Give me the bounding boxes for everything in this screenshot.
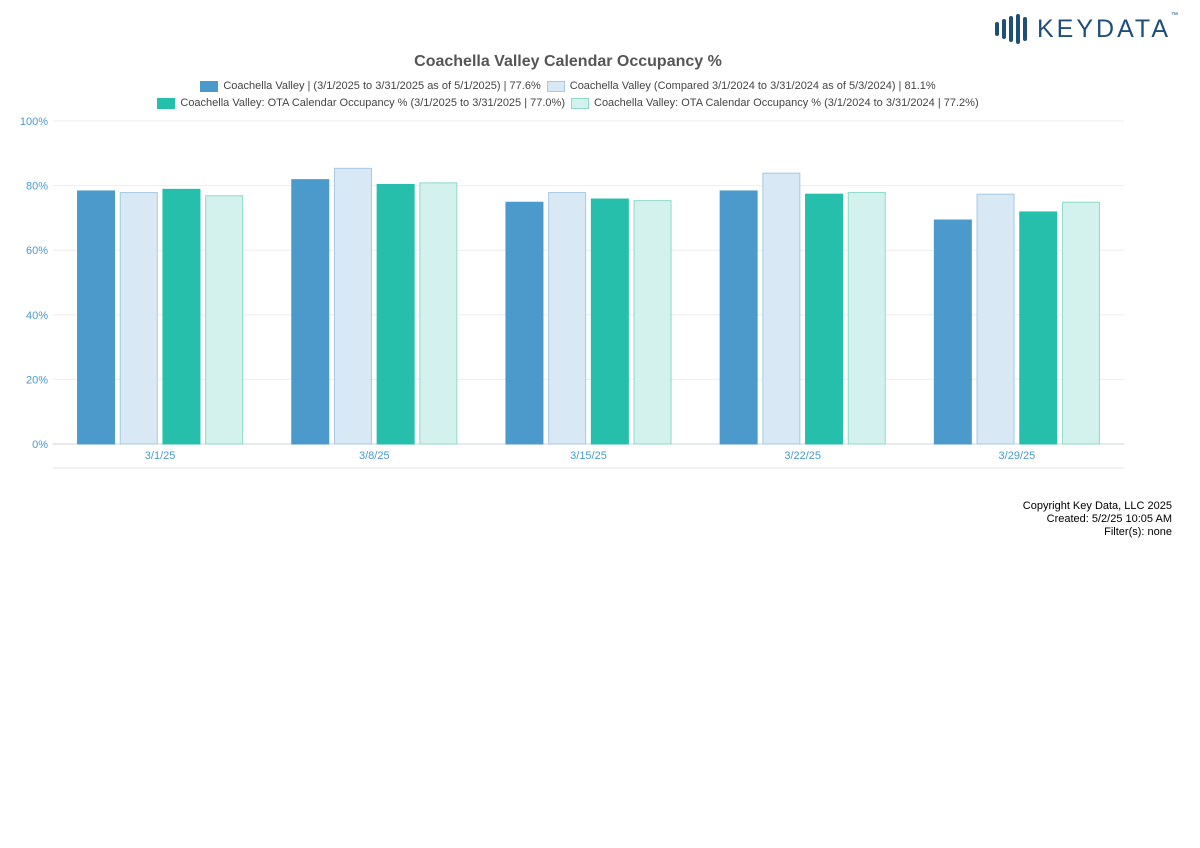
bar-4-3/15/25	[633, 200, 672, 445]
bar-1-3/8/25	[291, 179, 330, 445]
copyright-text: Copyright Key Data, LLC 2025	[1022, 500, 1172, 512]
legend-label-series-2: Coachella Valley (Compared 3/1/2024 to 3…	[569, 80, 936, 92]
bar-1-3/15/25	[505, 201, 544, 445]
legend-swatch-series-3	[157, 97, 176, 109]
chart-title: Coachella Valley Calendar Occupancy %	[414, 53, 722, 70]
bar-2-3/22/25	[762, 172, 801, 445]
legend-item-series-2[interactable]: Coachella Valley (Compared 3/1/2024 to 3…	[546, 80, 936, 92]
legend-label-series-1: Coachella Valley | (3/1/2025 to 3/31/202…	[223, 80, 541, 92]
filters-text: Filter(s): none	[1104, 526, 1172, 538]
legend-swatch-series-4	[571, 97, 589, 109]
bar-1-3/22/25	[719, 190, 758, 445]
x-tick-label: 3/29/25	[999, 450, 1036, 462]
bar-2-3/29/25	[976, 193, 1015, 445]
bar-3-3/8/25	[376, 183, 415, 445]
legend-label-series-4: Coachella Valley: OTA Calendar Occupancy…	[594, 97, 979, 109]
bar-4-3/1/25	[205, 195, 244, 445]
bar-1-3/29/25	[933, 219, 972, 445]
occupancy-bar-chart: 0% 20% 40% 60% 80% 100% 3/1/25 3/8/25 3/15/25 3/2…	[20, 116, 1124, 469]
y-tick-label: 40%	[26, 310, 48, 322]
y-tick-label: 60%	[26, 245, 48, 257]
y-tick-label: 0%	[32, 439, 48, 451]
bar-4-3/8/25	[419, 182, 458, 445]
x-tick-label: 3/15/25	[570, 450, 607, 462]
logo-bars-icon	[995, 14, 1027, 44]
bar-2-3/1/25	[119, 192, 158, 445]
legend-swatch-series-1	[200, 80, 219, 92]
created-timestamp: Created: 5/2/25 10:05 AM	[1046, 513, 1172, 525]
bar-3-3/1/25	[162, 188, 201, 445]
legend-row-1: Coachella Valley | (3/1/2025 to 3/31/202…	[0, 80, 1136, 92]
bar-4-3/22/25	[847, 192, 886, 445]
legend-row-2: Coachella Valley: OTA Calendar Occupancy…	[0, 97, 1136, 109]
x-tick-label: 3/1/25	[145, 450, 176, 462]
legend-item-series-4[interactable]: Coachella Valley: OTA Calendar Occupancy…	[571, 97, 979, 109]
bar-1-3/1/25	[77, 190, 116, 445]
legend-label-series-3: Coachella Valley: OTA Calendar Occupancy…	[180, 97, 565, 109]
bar-3-3/15/25	[590, 198, 629, 445]
bar-2-3/15/25	[548, 192, 587, 445]
chart-footer: Copyright Key Data, LLC 2025 Created: 5/…	[1023, 500, 1172, 539]
bar-3-3/22/25	[805, 193, 844, 445]
y-tick-label: 80%	[26, 181, 48, 193]
legend-swatch-series-2	[546, 80, 565, 92]
y-tick-label: 20%	[26, 374, 48, 386]
x-tick-label: 3/8/25	[359, 450, 390, 462]
x-tick-label: 3/22/25	[784, 450, 821, 462]
legend-item-series-1[interactable]: Coachella Valley | (3/1/2025 to 3/31/202…	[200, 80, 541, 92]
bar-2-3/8/25	[333, 167, 372, 445]
bar-3-3/29/25	[1019, 211, 1058, 445]
legend-item-series-3[interactable]: Coachella Valley: OTA Calendar Occupancy…	[157, 97, 565, 109]
bar-4-3/29/25	[1061, 201, 1100, 445]
keydata-logo: KEYDATA™	[995, 11, 1178, 44]
logo-wordmark: KEYDATA™	[1037, 11, 1178, 43]
y-tick-label: 100%	[20, 116, 48, 128]
